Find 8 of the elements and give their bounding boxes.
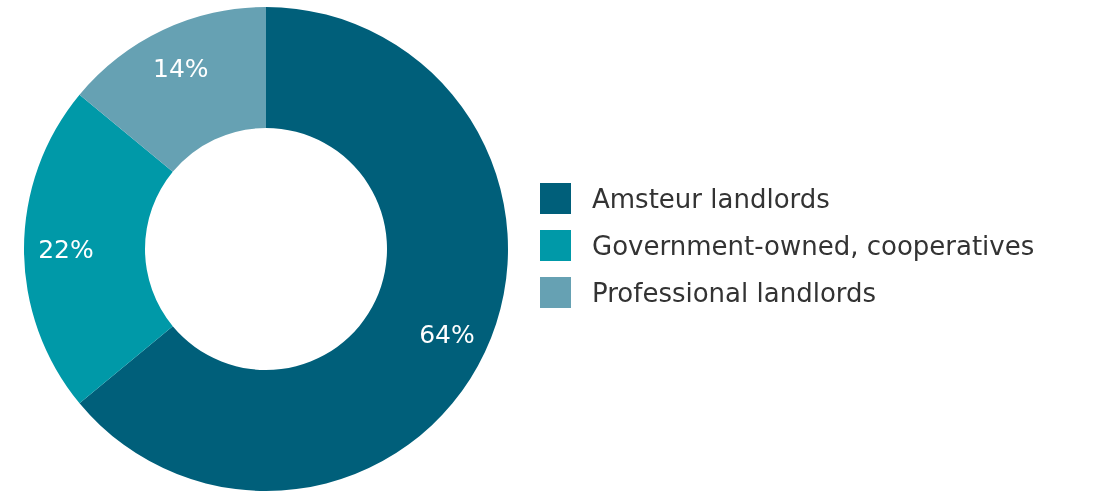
legend-label: Government-owned, cooperatives (592, 231, 1035, 262)
donut-slice (79, 7, 266, 172)
donut-slice (24, 94, 173, 404)
data-label: 64% (419, 319, 475, 349)
legend-label: Professional landlords (592, 278, 877, 309)
data-label: 14% (153, 53, 209, 83)
legend-label: Amsteur landlords (592, 184, 830, 215)
data-label: 22% (38, 234, 94, 264)
